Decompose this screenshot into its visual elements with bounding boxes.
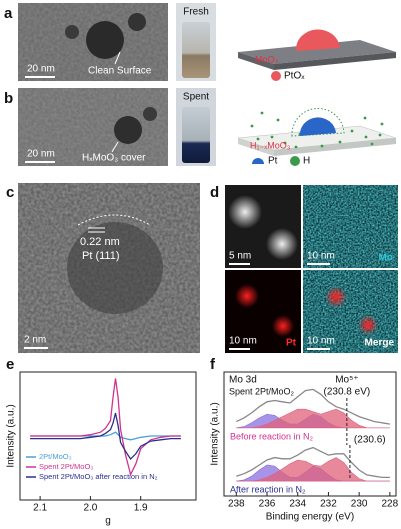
x-tick-label: 2.0 xyxy=(83,503,97,514)
chart-subtitle: Spent 2Pt/MoO₂ xyxy=(229,386,295,396)
vial xyxy=(182,107,210,163)
panel-b: 20 nm HₓMoO₃ cover Spent H₁₋ₓMoO₃ Pt H xyxy=(18,88,397,167)
x-axis-label: Binding energy (eV) xyxy=(266,512,354,523)
x-tick-label: 232 xyxy=(320,499,337,510)
support-label: H₁₋ₓMoO₃ xyxy=(250,140,291,150)
component-area xyxy=(236,408,390,429)
particle xyxy=(299,117,336,136)
legend-label: 2Pt/MoO₃ xyxy=(39,452,72,461)
panel-labels: a b c d e f xyxy=(4,5,219,373)
panel-label: f xyxy=(210,356,216,373)
annotation: (230.6) xyxy=(354,435,386,446)
panel-label: c xyxy=(6,184,14,201)
legend-marker xyxy=(271,71,281,81)
chart-title: Mo 3d xyxy=(229,375,257,386)
scale-label: 10 nm xyxy=(229,336,257,347)
particle xyxy=(272,315,294,337)
scale-label: 2 nm xyxy=(24,335,46,346)
plot-frame xyxy=(223,371,397,497)
particle xyxy=(266,228,298,260)
map-label: Merge xyxy=(365,338,395,349)
scale-label: 20 nm xyxy=(27,149,55,160)
series-line xyxy=(30,412,181,461)
particle xyxy=(143,107,157,121)
y-axis-label: Intensity (a.u.) xyxy=(6,404,17,467)
x-tick-label: 228 xyxy=(382,499,399,510)
particle xyxy=(86,21,124,59)
outline xyxy=(77,214,151,226)
support xyxy=(238,40,396,64)
particle xyxy=(325,286,347,308)
x-axis-label: g xyxy=(105,516,111,527)
legend-label: Spent 2Pt/MoO₃ after reaction in N₂ xyxy=(39,472,158,481)
particle xyxy=(295,29,340,51)
legend-label: Spent 2Pt/MoO₃ xyxy=(39,462,93,471)
x-tick-label: 234 xyxy=(289,499,306,510)
arrow xyxy=(111,141,119,153)
particle xyxy=(67,222,163,314)
vial-label: Spent xyxy=(183,92,209,103)
plane-label: Pt (111) xyxy=(82,250,120,262)
pt-map xyxy=(225,270,301,353)
x-tick-label: 238 xyxy=(228,499,245,510)
x-tick-label: 236 xyxy=(259,499,276,510)
panel-c: 0.22 nm Pt (111) 2 nm xyxy=(18,183,200,353)
panel-d: 5 nm 10 nm Mo 10 nm Pt 10 nm Merge xyxy=(225,185,398,353)
x-tick-label: 2.1 xyxy=(33,503,47,514)
annotation: Clean Surface xyxy=(88,66,152,77)
particle xyxy=(65,25,79,39)
vial-label: Fresh xyxy=(183,7,209,18)
texture xyxy=(303,270,398,353)
particle xyxy=(228,195,262,229)
texture xyxy=(303,185,398,268)
legend-label: PtOₓ xyxy=(284,71,305,82)
support-label: MoO₃ xyxy=(255,54,279,64)
series-line xyxy=(236,388,391,425)
panel-a: 20 nm Clean Surface Fresh MoO₃ PtOₓ xyxy=(18,3,396,82)
particle xyxy=(128,13,146,31)
legend-label: H xyxy=(303,156,310,167)
support xyxy=(238,52,274,70)
legend-label: Pt xyxy=(268,156,278,167)
texture xyxy=(18,88,168,166)
scale-label: 10 nm xyxy=(307,251,335,262)
support xyxy=(238,138,274,156)
halo xyxy=(291,108,345,137)
particle xyxy=(114,116,142,144)
support xyxy=(274,138,396,156)
spacing-label: 0.22 nm xyxy=(80,236,120,248)
plot-frame xyxy=(19,371,197,501)
scale-label: 20 nm xyxy=(27,64,55,75)
component-area xyxy=(236,457,390,482)
x-tick-label: 1.9 xyxy=(134,503,148,514)
annotation: Before reaction in N₂ xyxy=(230,431,314,441)
support xyxy=(274,52,396,70)
scale-label: 5 nm xyxy=(229,251,251,262)
panel-label: b xyxy=(4,90,13,107)
y-axis-label: Intensity (a.u.) xyxy=(210,402,221,465)
particle xyxy=(235,284,259,308)
x-tick-label: 230 xyxy=(351,499,368,510)
panel-label: a xyxy=(4,5,13,22)
annotation: Mo⁵⁺ xyxy=(335,375,358,386)
annotation: HₓMoO₃ cover xyxy=(82,153,146,164)
legend-marker xyxy=(252,158,264,164)
map-label: Mo xyxy=(379,253,393,264)
scale-label: 10 nm xyxy=(307,336,335,347)
particle xyxy=(358,315,378,335)
arrow xyxy=(114,51,121,65)
panel-label: d xyxy=(210,184,219,201)
panel-label: e xyxy=(6,356,14,373)
hydrogen-dots xyxy=(250,111,384,149)
map-label: Pt xyxy=(286,338,297,349)
legend-marker xyxy=(290,156,300,166)
series-line xyxy=(236,446,390,479)
annotation: (230.8 eV) xyxy=(324,387,371,398)
vial xyxy=(182,22,210,78)
annotation: After reaction in N₂ xyxy=(230,484,306,494)
